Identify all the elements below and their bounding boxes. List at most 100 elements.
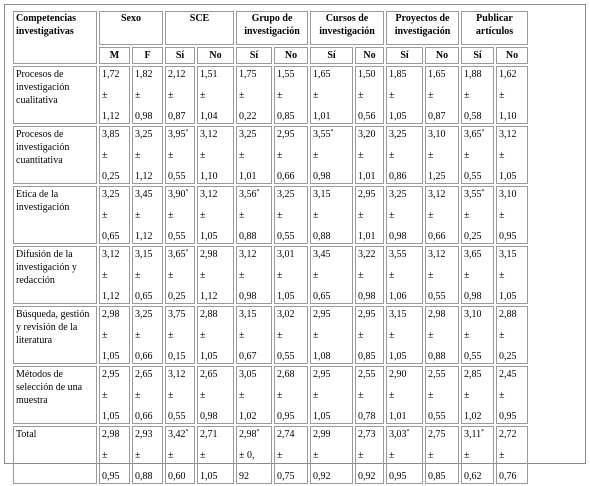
table-cell: 2,95 ±1,08 — [310, 306, 353, 364]
mean-value: 2,93 — [135, 428, 160, 441]
table-cell: 3,12 ±0,55 — [425, 246, 459, 304]
mean-value: 1,50 — [358, 68, 381, 81]
row-label: Procesos de investigación cuantitativa — [13, 126, 97, 184]
table-cell: 3,25 ±0,65 — [99, 186, 130, 244]
table-cell: 3,45 ±0,65 — [310, 246, 353, 304]
significance-mark: * — [481, 189, 485, 195]
mean-text: 3,12 — [200, 129, 218, 140]
table-cell: 3,15 ±0,67 — [236, 306, 272, 364]
mean-value: 2,98 — [428, 308, 456, 321]
table-cell: 1,85 ±1,05 — [386, 66, 423, 124]
table-cell: 3,15 ±0,88 — [310, 186, 353, 244]
table-cell: 2,68 ±0,95 — [274, 366, 308, 424]
mean-value: 3,22 — [358, 248, 381, 261]
mean-value: 3,45 — [135, 188, 160, 201]
mean-text: 1,51 — [200, 69, 218, 80]
mean-text: 3,42 — [168, 429, 186, 440]
mean-text: 3,12 — [168, 369, 186, 380]
table-cell: 2,98* ± 0, 92 — [236, 426, 272, 484]
sd-value: 1,06 — [389, 291, 407, 302]
mean-value: 3,01 — [277, 248, 305, 261]
plus-minus: ± — [313, 330, 319, 341]
significance-mark: * — [481, 129, 485, 135]
plus-minus: ± — [313, 270, 319, 281]
mean-value: 3,25 — [389, 188, 420, 201]
mean-value: 3,05 — [239, 368, 269, 381]
sd-value: 1,05 — [200, 231, 218, 242]
table-cell: 2,74 ±0,75 — [274, 426, 308, 484]
mean-text: 1,50 — [358, 69, 376, 80]
plus-minus: ± — [428, 450, 434, 461]
table-row: Difusión de la investigación y redacción… — [13, 246, 528, 304]
sd-value: 0,88 — [313, 231, 331, 242]
mean-text: 3,25 — [277, 189, 295, 200]
table-cell: 3,42* ±0,60 — [165, 426, 195, 484]
sd-value: 1,01 — [313, 111, 331, 122]
mean-text: 2,74 — [277, 429, 295, 440]
plus-minus: ± — [168, 150, 174, 161]
plus-minus: ± — [428, 330, 434, 341]
plus-minus: ± — [358, 90, 364, 101]
plus-minus: ± — [428, 390, 434, 401]
plus-minus: ± — [499, 270, 505, 281]
plus-minus: ± — [168, 330, 174, 341]
table-cell: 3,45 ±1,12 — [132, 186, 163, 244]
table-cell: 3,12 ±0,55 — [165, 366, 195, 424]
table-cell: 1,51 ±1,04 — [197, 66, 234, 124]
plus-minus: ± — [358, 450, 364, 461]
mean-value: 2,95 — [358, 188, 381, 201]
mean-text: 3,12 — [428, 189, 446, 200]
mean-value: 3,10 — [499, 188, 525, 201]
mean-text: 1,82 — [135, 69, 153, 80]
plus-minus: ± — [135, 270, 141, 281]
table-cell: 2,73 ±0,92 — [355, 426, 384, 484]
sd-value: 0,98 — [239, 291, 257, 302]
plus-minus: ± — [389, 390, 395, 401]
mean-value: 1,55 — [277, 68, 305, 81]
table-cell: 1,72 ±1,12 — [99, 66, 130, 124]
table-cell: 3,25 ±0,55 — [274, 186, 308, 244]
plus-minus: ± — [389, 330, 395, 341]
table-cell: 1,82 ±0,98 — [132, 66, 163, 124]
sd-value: 0,95 — [499, 231, 517, 242]
plus-minus: ± — [277, 330, 283, 341]
significance-mark: * — [256, 429, 260, 435]
mean-value: 3,12 — [428, 248, 456, 261]
table-cell: 3,12 ±0,98 — [236, 246, 272, 304]
plus-minus: ± — [358, 330, 364, 341]
sd-value: 0,88 — [239, 231, 257, 242]
table-cell: 3,10 ±1,25 — [425, 126, 459, 184]
sd-value: 1,05 — [313, 411, 331, 422]
table-cell: 2,95 ±0,85 — [355, 306, 384, 364]
mean-value: 2,99 — [313, 428, 350, 441]
mean-value: 3,12 — [200, 188, 231, 201]
mean-value: 3,95* — [168, 128, 192, 141]
mean-value: 2,98 — [102, 428, 127, 441]
mean-value: 3,02 — [277, 308, 305, 321]
plus-minus: ± — [102, 450, 108, 461]
table-row: Etica de la investigación 3,25 ±0,65 3,45 ±1… — [13, 186, 528, 244]
mean-text: 2,88 — [499, 309, 517, 320]
plus-minus: ± — [239, 150, 245, 161]
plus-minus: ± — [499, 390, 505, 401]
corner-header: Competencias investigativas — [13, 11, 97, 64]
mean-value: 3,12 — [200, 128, 231, 141]
plus-minus: ± — [464, 450, 470, 461]
table-cell: 3,75 ±0,15 — [165, 306, 195, 364]
mean-text: 2,95 — [313, 369, 331, 380]
plus-minus: ± — [464, 270, 470, 281]
mean-text: 2,93 — [135, 429, 153, 440]
sd-value: 0,98 — [464, 291, 482, 302]
sd-value: 0,56 — [358, 111, 376, 122]
mean-value: 3,75 — [168, 308, 192, 321]
plus-minus: ± — [277, 90, 283, 101]
sd-value: 1,12 — [200, 291, 218, 302]
table-cell: 2,95 ±1,05 — [99, 366, 130, 424]
sd-value: 0,78 — [358, 411, 376, 422]
sd-value: 0,86 — [389, 171, 407, 182]
mean-text: 1,65 — [313, 69, 331, 80]
table-cell: 3,85 ±0,25 — [99, 126, 130, 184]
sd-value: 0,22 — [239, 111, 257, 122]
table-cell: 3,12 ±1,10 — [197, 126, 234, 184]
plus-minus: ± 0, — [239, 450, 255, 461]
